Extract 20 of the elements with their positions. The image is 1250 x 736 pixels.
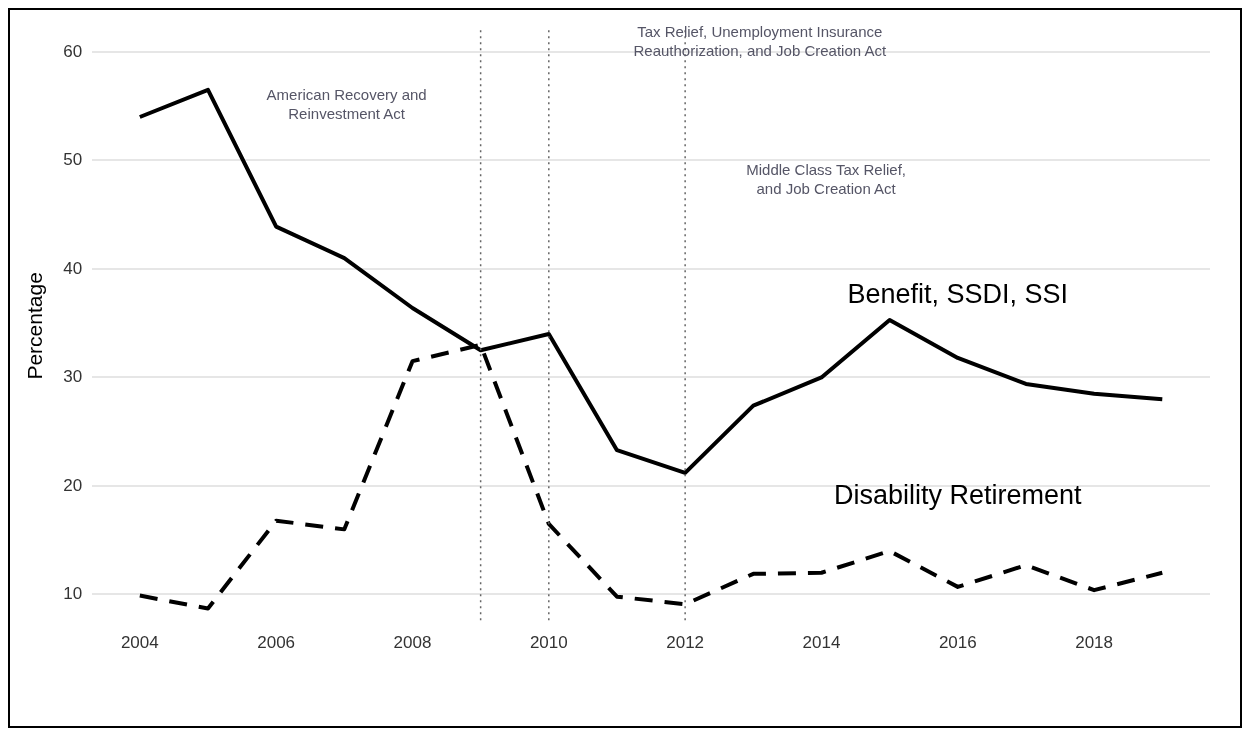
annotation: American Recovery and Reinvestment Act	[266, 85, 427, 122]
series-label: Benefit, SSDI, SSI	[847, 279, 1069, 310]
x-tick-label: 2010	[529, 633, 568, 653]
y-tick-label: 30	[63, 367, 83, 387]
y-tick-label: 10	[63, 584, 83, 604]
y-tick-label: 20	[63, 475, 83, 495]
x-tick-label: 2018	[1075, 633, 1114, 653]
y-tick-label: 50	[63, 150, 83, 170]
annotation: Tax Relief, Unemployment Insurance Reauthorization, and Job Creation Act	[633, 22, 887, 59]
annotation: Middle Class Tax Relief, and Job Creation Act	[746, 160, 907, 197]
x-tick-label: 2016	[938, 633, 977, 653]
x-tick-label: 2012	[666, 633, 705, 653]
y-tick-label: 40	[63, 258, 83, 278]
x-tick-label: 2006	[257, 633, 296, 653]
text: Disability Retirement	[834, 480, 1083, 511]
y-axis-title: Percentage	[23, 272, 47, 380]
y-tick-label: 60	[63, 41, 83, 61]
x-tick-label: 2008	[393, 633, 432, 653]
x-tick-label: 2004	[120, 633, 159, 653]
x-tick-label: 2014	[802, 633, 841, 653]
